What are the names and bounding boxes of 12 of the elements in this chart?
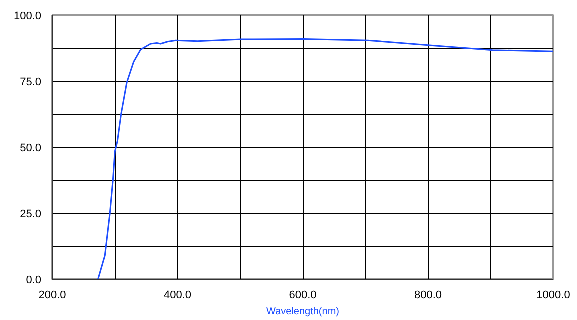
x-axis-title: Wavelength(nm) bbox=[266, 306, 340, 318]
x-tick-label: 800.0 bbox=[414, 290, 442, 302]
y-tick-label: 0.0 bbox=[26, 274, 42, 286]
line-series bbox=[97, 38, 554, 280]
y-tick-label: 50.0 bbox=[20, 142, 42, 154]
y-tick-label: 25.0 bbox=[20, 208, 42, 220]
y-tick-label: 75.0 bbox=[20, 76, 42, 88]
x-tick-label: 200.0 bbox=[38, 290, 66, 302]
x-tick-label: 600.0 bbox=[289, 290, 317, 302]
x-tick-label: 400.0 bbox=[164, 290, 192, 302]
x-tick-label: 1000.0 bbox=[536, 290, 570, 302]
y-tick-label: 100.0 bbox=[14, 10, 42, 22]
